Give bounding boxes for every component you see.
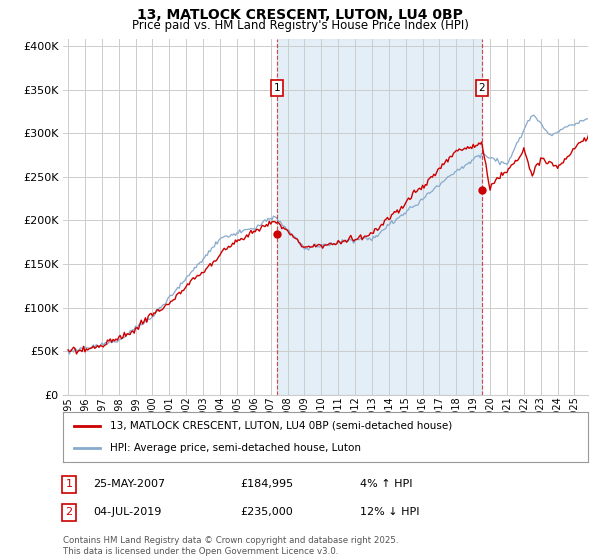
Text: 4% ↑ HPI: 4% ↑ HPI bbox=[360, 479, 413, 489]
Text: 04-JUL-2019: 04-JUL-2019 bbox=[93, 507, 161, 517]
Text: Price paid vs. HM Land Registry's House Price Index (HPI): Price paid vs. HM Land Registry's House … bbox=[131, 19, 469, 32]
Bar bbox=[277, 39, 482, 395]
Text: Contains HM Land Registry data © Crown copyright and database right 2025.
This d: Contains HM Land Registry data © Crown c… bbox=[63, 536, 398, 556]
Text: 13, MATLOCK CRESCENT, LUTON, LU4 0BP (semi-detached house): 13, MATLOCK CRESCENT, LUTON, LU4 0BP (se… bbox=[110, 421, 452, 431]
Text: 25-MAY-2007: 25-MAY-2007 bbox=[93, 479, 165, 489]
Text: 13, MATLOCK CRESCENT, LUTON, LU4 0BP: 13, MATLOCK CRESCENT, LUTON, LU4 0BP bbox=[137, 8, 463, 22]
Text: 2: 2 bbox=[478, 83, 485, 93]
Text: 1: 1 bbox=[65, 479, 73, 489]
Text: £235,000: £235,000 bbox=[240, 507, 293, 517]
Text: HPI: Average price, semi-detached house, Luton: HPI: Average price, semi-detached house,… bbox=[110, 443, 361, 453]
Text: 12% ↓ HPI: 12% ↓ HPI bbox=[360, 507, 419, 517]
Text: 2: 2 bbox=[65, 507, 73, 517]
Text: £184,995: £184,995 bbox=[240, 479, 293, 489]
Text: 1: 1 bbox=[274, 83, 281, 93]
